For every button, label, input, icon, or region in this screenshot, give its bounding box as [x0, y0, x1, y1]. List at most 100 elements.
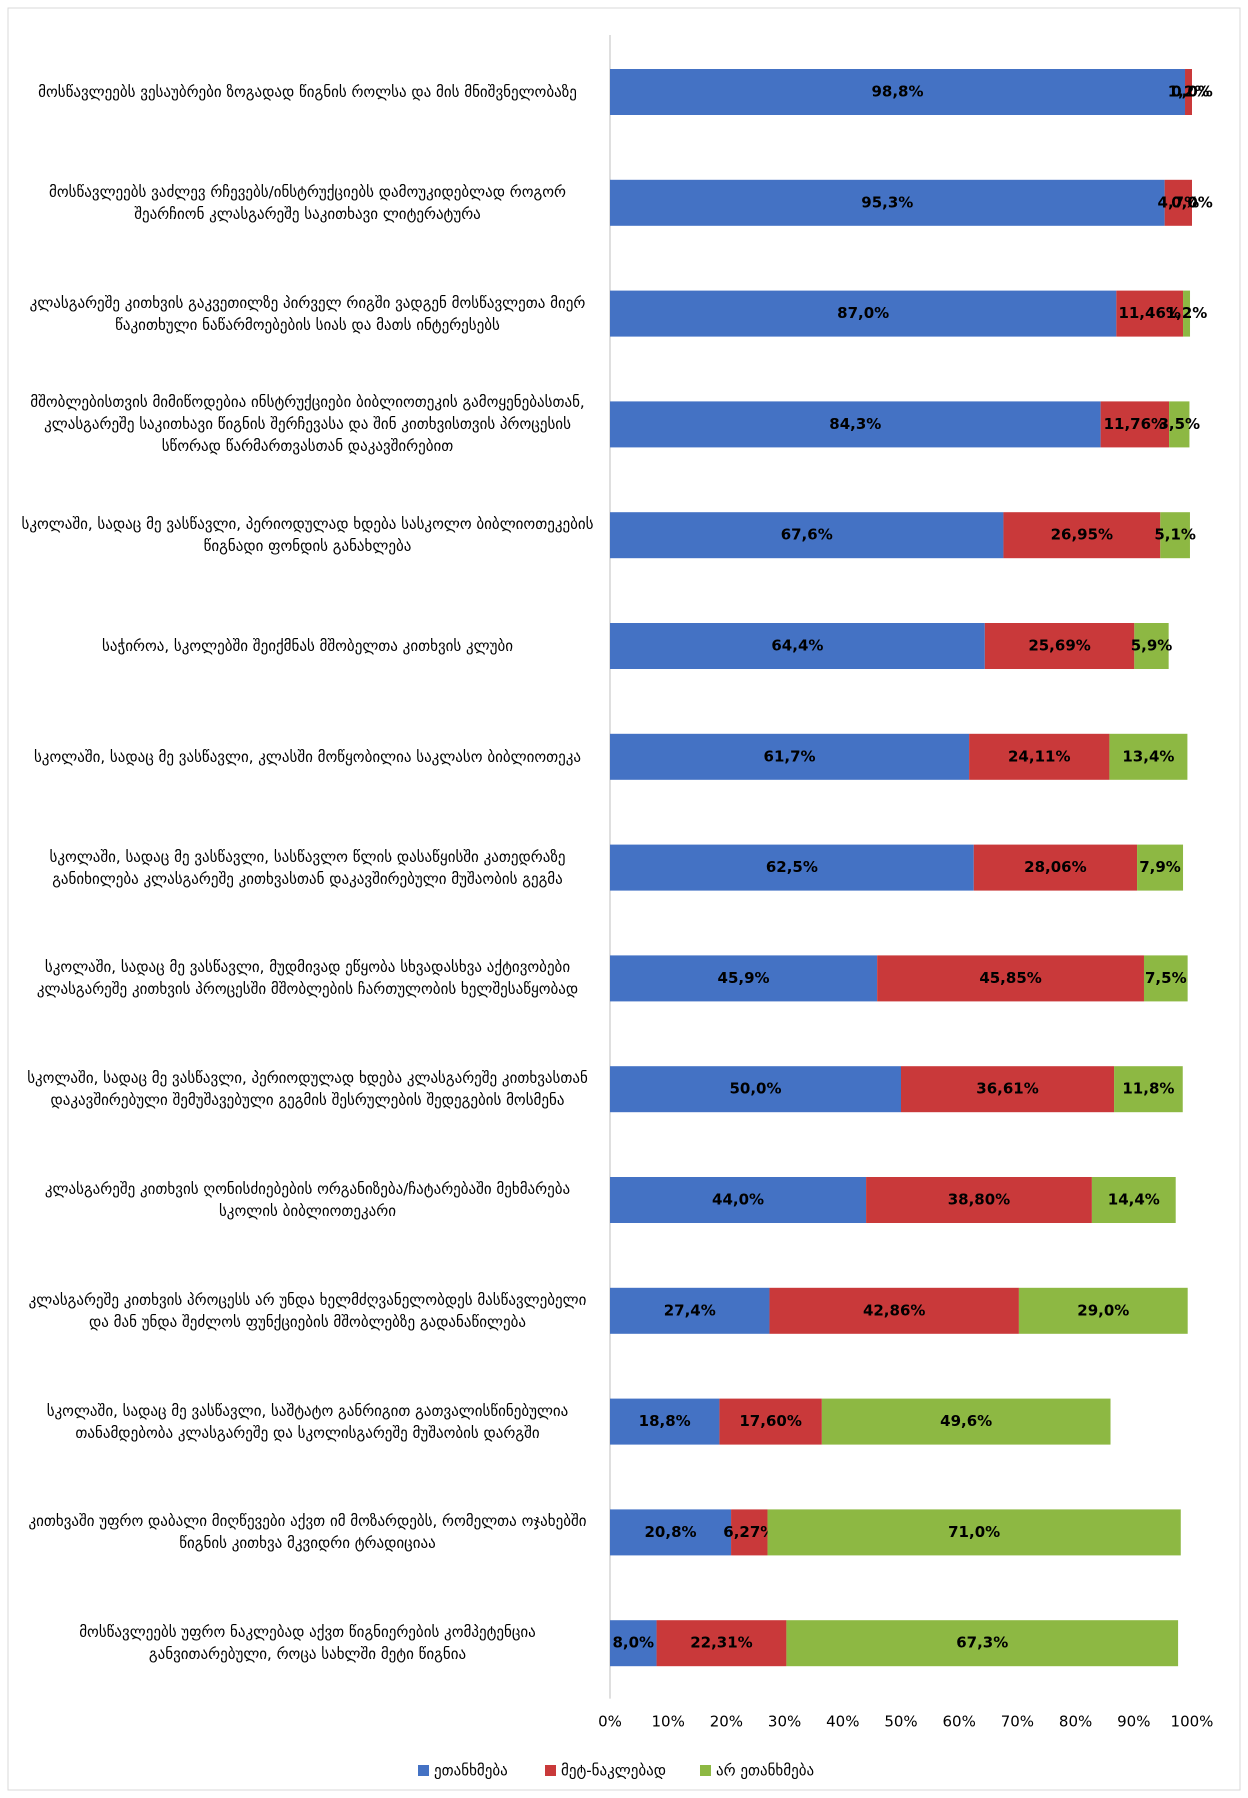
bar-segment — [821, 1398, 1111, 1445]
bar-segment — [1091, 1177, 1176, 1223]
data-label: 13,4% — [1122, 747, 1174, 765]
bar-segment — [610, 1509, 732, 1556]
bar-segment — [610, 733, 970, 780]
bar-segment — [1183, 290, 1191, 337]
bar-segment — [1169, 401, 1190, 448]
data-label: 7,5% — [1145, 969, 1187, 987]
bar-segment — [877, 955, 1144, 1002]
data-label: 14,4% — [1108, 1191, 1160, 1209]
data-label: 84,3% — [829, 415, 881, 433]
x-tick-label: 20% — [710, 1713, 743, 1731]
data-label: 71,0% — [948, 1523, 1000, 1541]
bar-segment — [610, 623, 985, 669]
bar-segment — [610, 844, 974, 891]
x-tick-label: 90% — [1117, 1713, 1150, 1731]
x-tick-label: 80% — [1059, 1713, 1092, 1731]
data-label: 29,0% — [1077, 1301, 1129, 1319]
bar-segment — [610, 1177, 867, 1223]
data-label: 3,5% — [1158, 415, 1200, 433]
bar-segment — [1134, 623, 1169, 669]
data-label: 25,69% — [1028, 637, 1090, 655]
x-tick-label: 70% — [1001, 1713, 1034, 1731]
bar-segment — [610, 955, 878, 1002]
x-tick-label: 60% — [943, 1713, 976, 1731]
x-tick-label: 30% — [768, 1713, 801, 1731]
x-tick-label: 50% — [884, 1713, 917, 1731]
category-label: სკოლაში, სადაც მე ვასწავლი, საშტატო განრ… — [46, 1401, 569, 1442]
data-label: 26,95% — [1051, 526, 1113, 544]
bar-segment — [767, 1509, 1181, 1556]
category-label: კლასგარეშე კითხვის ღონისძიებების ორგანიზ… — [44, 1180, 571, 1220]
data-label: 22,31% — [690, 1634, 752, 1652]
bar-segment — [1114, 1066, 1183, 1113]
chart-border — [7, 7, 1241, 1791]
bar-segment — [1143, 955, 1188, 1002]
bar-segment — [901, 1066, 1115, 1113]
x-tick-label: 10% — [652, 1713, 685, 1731]
bar-segment — [1109, 733, 1188, 780]
data-label: 49,6% — [940, 1412, 992, 1430]
category-label: სკოლაში, სადაც მე ვასწავლი, მუდმივად ეწყ… — [36, 958, 579, 999]
bar-segment — [969, 733, 1110, 780]
data-label: 4,7% — [1158, 193, 1200, 211]
data-label: 0,0% — [1171, 83, 1213, 101]
bar-segment — [1185, 69, 1192, 115]
legend-swatch — [545, 1765, 556, 1776]
bar-segment — [769, 1287, 1019, 1334]
data-label: 38,80% — [948, 1191, 1010, 1209]
data-label: 0,0% — [1171, 193, 1213, 211]
bar-segment — [719, 1398, 822, 1445]
data-label: 67,6% — [781, 526, 833, 544]
category-label: მშობლებისთვის მიმიწოდებია ინსტრუქციები ბ… — [30, 393, 585, 456]
category-label: მოსწავლეებს უფრო ნაკლებად აქვთ წიგნიერებ… — [79, 1623, 536, 1664]
category-label: სკოლაში, სადაც მე ვასწავლი, პერიოდულად ხ… — [27, 1069, 588, 1110]
bar-segment — [610, 512, 1004, 559]
bar-segment — [866, 1177, 1092, 1223]
data-label: 1,2% — [1166, 304, 1208, 322]
bar-segment — [656, 1620, 787, 1667]
x-tick-label: 0% — [598, 1713, 622, 1731]
bar-segment — [1100, 401, 1170, 448]
category-label: საჭიროა, სკოლებში შეიქმნას მშობელთა კითხ… — [101, 637, 513, 655]
bar-segment — [1160, 512, 1190, 559]
legend-swatch — [700, 1765, 711, 1776]
data-label: 18,8% — [639, 1412, 691, 1430]
data-label: 45,85% — [979, 969, 1041, 987]
bar-segment — [786, 1620, 1179, 1667]
x-tick-label: 100% — [1171, 1713, 1214, 1731]
data-label: 61,7% — [764, 747, 816, 765]
category-label: კლასგარეშე კითხვის პროცესს არ უნდა ხელმძ… — [28, 1290, 587, 1331]
legend-label: მეტ-ნაკლებად — [561, 1762, 666, 1780]
category-label: სკოლაში, სადაც მე ვასწავლი, სასწავლო წლი… — [49, 847, 566, 888]
bar-segment — [1137, 844, 1184, 891]
data-label: 8,0% — [612, 1634, 654, 1652]
bar-segment — [984, 623, 1135, 669]
x-tick-label: 40% — [826, 1713, 859, 1731]
data-label: 20,8% — [645, 1523, 697, 1541]
bar-segment — [610, 69, 1186, 115]
data-label: 7,9% — [1139, 858, 1181, 876]
data-label: 11,8% — [1122, 1080, 1174, 1098]
category-label: მოსწავლეებს ვესაუბრები ზოგადად წიგნის რო… — [38, 83, 577, 101]
data-label: 36,61% — [976, 1080, 1038, 1098]
category-label: კითხვაში უფრო დაბალი მიღწევები აქვთ იმ მ… — [28, 1512, 587, 1553]
data-label: 1,2% — [1168, 83, 1210, 101]
data-label: 6,27% — [723, 1523, 775, 1541]
data-label: 62,5% — [766, 858, 818, 876]
category-label: მოსწავლეებს ვაძლევ რჩევებს/ინსტრუქციებს … — [49, 182, 566, 223]
bar-segment — [610, 401, 1101, 448]
data-label: 95,3% — [861, 193, 913, 211]
data-label: 42,86% — [863, 1301, 925, 1319]
legend-swatch — [418, 1765, 429, 1776]
category-label: კლასგარეშე კითხვის გაკვეთილზე პირველ რიგ… — [29, 293, 586, 334]
data-label: 87,0% — [837, 304, 889, 322]
data-label: 24,11% — [1008, 747, 1070, 765]
bar-segment — [610, 290, 1117, 337]
bar-segment — [610, 1620, 657, 1667]
bar-segment — [610, 1398, 720, 1445]
bar-segment — [731, 1509, 768, 1556]
bar-segment — [610, 1287, 770, 1334]
data-label: 27,4% — [664, 1301, 716, 1319]
